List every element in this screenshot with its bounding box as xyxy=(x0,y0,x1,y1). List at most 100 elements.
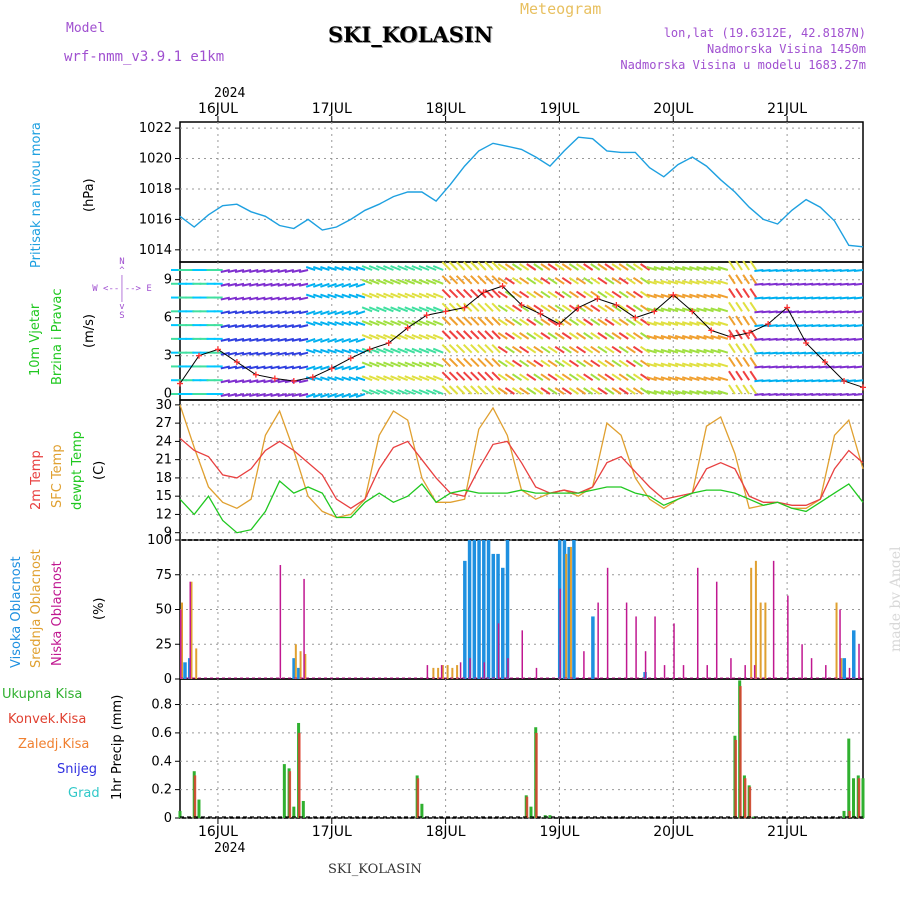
wind-arrow xyxy=(470,288,480,299)
wind-arrow xyxy=(728,356,736,367)
wind-arrow xyxy=(305,365,316,371)
wind-arrow xyxy=(749,288,758,299)
wind-arrow xyxy=(547,263,558,271)
wind-arrow xyxy=(241,351,252,356)
wind-arrow xyxy=(674,321,686,327)
wind-gust-marker xyxy=(613,302,620,309)
wind-arrow xyxy=(632,276,644,285)
wind-arrow xyxy=(291,393,302,397)
mid-cloud-bar xyxy=(437,667,440,679)
wind-arrow xyxy=(455,357,466,368)
wind-arrow xyxy=(327,321,337,327)
wind-gust-marker xyxy=(537,310,544,317)
wind-arrow xyxy=(491,302,501,313)
wind-arrow xyxy=(604,332,615,340)
wind-arrow xyxy=(674,334,686,340)
precip-total-bar xyxy=(301,800,305,818)
low-cloud-bar xyxy=(772,560,775,679)
wind-arrow xyxy=(477,357,487,368)
wind-arrow xyxy=(533,263,544,271)
wind-arrow xyxy=(348,293,359,299)
wind-arrow xyxy=(341,282,352,288)
wind-arrow xyxy=(611,290,622,299)
wind-arrow xyxy=(611,332,622,340)
wind-arrow xyxy=(519,332,530,340)
wind-arrow xyxy=(667,334,679,340)
wind-arrow xyxy=(348,376,359,382)
wind-arrow xyxy=(220,379,231,384)
wind-arrow xyxy=(696,293,707,299)
wind-arrow xyxy=(646,362,657,368)
wind-arrow xyxy=(632,373,644,382)
wind-arrow xyxy=(368,375,380,382)
wind-arrow xyxy=(256,324,266,329)
wind-arrow xyxy=(590,387,601,395)
wind-arrow xyxy=(418,292,430,299)
wind-arrow xyxy=(646,390,657,395)
wind-arrow xyxy=(227,393,238,397)
wind-arrow xyxy=(277,379,287,384)
wind-arrow xyxy=(484,371,494,381)
wind-arrow xyxy=(667,321,679,327)
wind-arrow xyxy=(334,376,344,382)
high-cloud-bar xyxy=(842,658,847,679)
wind-arrow xyxy=(504,387,515,395)
wind-arrow xyxy=(397,347,409,354)
wind-arrow xyxy=(653,266,665,271)
wind-gust-marker xyxy=(632,314,639,321)
wind-arrow xyxy=(625,373,636,382)
low-cloud-bar xyxy=(507,658,509,679)
wind-arrow xyxy=(689,321,700,327)
y-tick-label: 1016 xyxy=(139,212,172,227)
wind-arrow xyxy=(710,348,721,354)
mid-cloud-bar xyxy=(304,653,307,679)
wind-arrow xyxy=(432,333,444,340)
wind-arrow xyxy=(533,276,544,285)
wind-arrow xyxy=(710,321,721,327)
wind-arrow xyxy=(674,362,686,368)
wind-arrow xyxy=(312,321,323,327)
wind-arrow xyxy=(625,263,636,271)
wind-arrow xyxy=(334,337,344,343)
wind-arrow xyxy=(497,304,508,313)
wind-arrow xyxy=(717,279,729,285)
wind-arrow xyxy=(583,318,594,326)
wind-arrow xyxy=(504,263,515,271)
low-cloud-bar xyxy=(644,651,647,679)
wind-arrow xyxy=(462,261,473,271)
low-cloud-bar xyxy=(753,665,756,679)
wind-arrow xyxy=(583,332,594,340)
low-cloud-bar xyxy=(673,623,675,679)
wind-arrow xyxy=(646,321,657,327)
wind-arrow xyxy=(462,330,473,340)
wind-compass: N ^ | W <--|--> E | v S xyxy=(92,257,152,321)
wind-arrow xyxy=(341,293,352,299)
wind-arrow xyxy=(660,266,672,271)
wind-arrow xyxy=(696,266,707,271)
wind-arrow xyxy=(270,282,280,287)
y-tick-label: 0.6 xyxy=(151,726,172,741)
wind-arrow xyxy=(568,345,579,354)
y-tick-label: 0 xyxy=(164,811,172,826)
wind-arrow xyxy=(441,357,452,368)
wind-arrow xyxy=(667,348,679,354)
precip-conv-bar xyxy=(857,778,861,818)
wind-arrow xyxy=(305,293,316,299)
wind-arrow xyxy=(256,310,266,315)
wind-arrow xyxy=(241,393,252,397)
wind-arrow xyxy=(632,290,644,299)
y-tick-label: 0 xyxy=(164,387,172,402)
wind-arrow xyxy=(256,365,266,370)
wind-arrow xyxy=(375,306,387,313)
wind-arrow xyxy=(455,288,466,299)
wind-arrow xyxy=(575,276,587,285)
wind-arrow xyxy=(256,351,266,356)
wind-arrow xyxy=(674,348,686,354)
wind-arrow xyxy=(660,390,672,395)
wind-arrow xyxy=(425,361,437,368)
wind-arrow xyxy=(284,296,295,301)
wind-arrow xyxy=(312,266,323,271)
precip-total-bar xyxy=(752,816,756,818)
wind-arrow xyxy=(383,265,394,271)
